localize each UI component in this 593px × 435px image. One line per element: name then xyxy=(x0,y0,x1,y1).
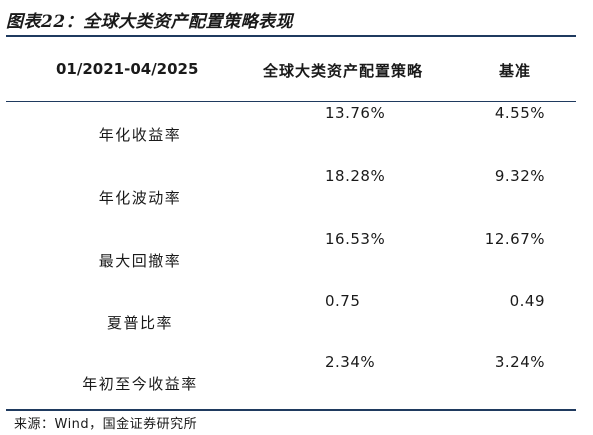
row-label: 夏普比率 xyxy=(106,314,173,332)
top-rule xyxy=(6,35,576,37)
table-row: 年化收益率 13.76% 4.55% xyxy=(0,104,593,166)
header-period: 01/2021-04/2025 xyxy=(56,60,199,78)
table-row: 年化波动率 18.28% 9.32% xyxy=(0,167,593,229)
benchmark-value: 4.55% xyxy=(494,104,545,122)
strategy-value: 13.76% xyxy=(325,104,386,122)
benchmark-value: 3.24% xyxy=(494,353,545,371)
header-rule xyxy=(6,101,576,102)
table-row: 年初至今收益率 2.34% 3.24% xyxy=(0,353,593,415)
row-label: 年初至今收益率 xyxy=(82,375,198,393)
benchmark-value: 9.32% xyxy=(494,167,545,185)
strategy-value: 2.34% xyxy=(325,353,376,371)
row-label: 年化收益率 xyxy=(98,126,182,144)
figure-title: 图表22：全球大类资产配置策略表现 xyxy=(6,12,294,32)
benchmark-value: 0.49 xyxy=(509,292,545,310)
table-row: 夏普比率 0.75 0.49 xyxy=(0,292,593,354)
strategy-value: 0.75 xyxy=(325,292,361,310)
row-label: 年化波动率 xyxy=(98,189,182,207)
strategy-value: 16.53% xyxy=(325,230,386,248)
row-label: 最大回撤率 xyxy=(98,252,182,270)
source-note: 来源：Wind，国金证券研究所 xyxy=(14,417,198,432)
header-strategy: 全球大类资产配置策略 xyxy=(263,62,424,80)
header-benchmark: 基准 xyxy=(499,62,532,80)
table-row: 最大回撤率 16.53% 12.67% xyxy=(0,230,593,292)
strategy-value: 18.28% xyxy=(325,167,386,185)
bottom-rule xyxy=(6,409,576,411)
benchmark-value: 12.67% xyxy=(484,230,545,248)
